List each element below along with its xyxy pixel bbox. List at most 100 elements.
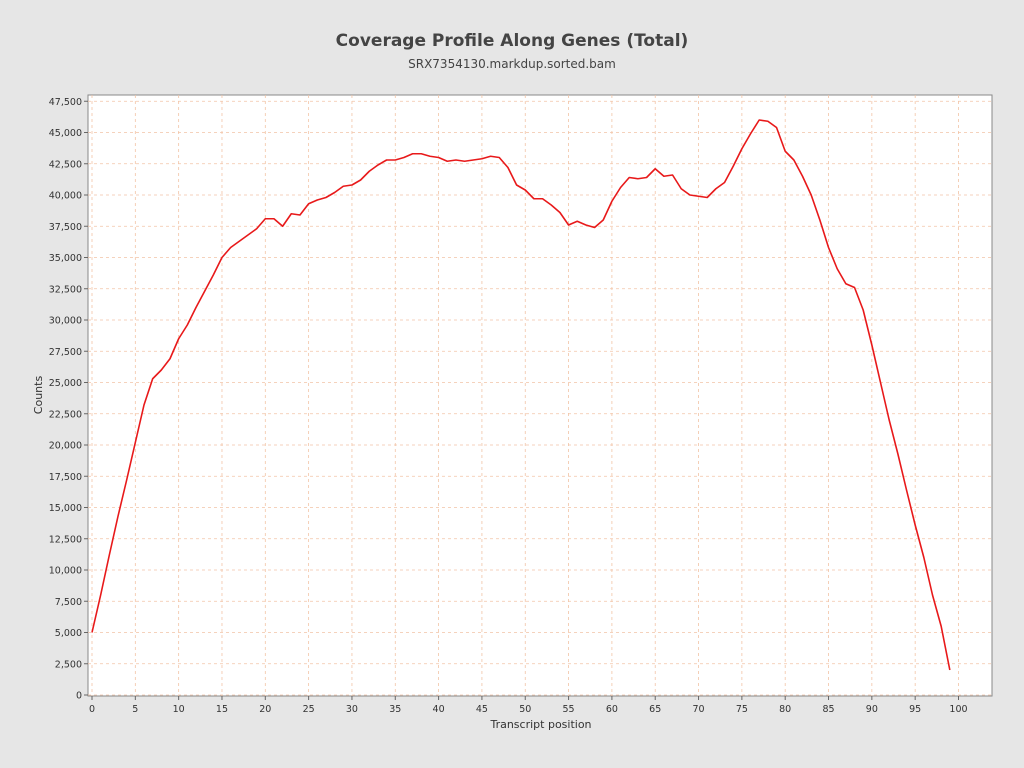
data-point <box>689 194 691 196</box>
data-point <box>897 453 899 455</box>
x-tick-label: 20 <box>259 704 271 715</box>
y-tick-label: 7,500 <box>55 597 82 608</box>
y-tick-label: 47,500 <box>49 97 82 108</box>
data-point <box>507 167 509 169</box>
data-point <box>819 219 821 221</box>
y-tick-label: 0 <box>76 691 82 702</box>
data-point <box>871 344 873 346</box>
data-point <box>256 228 258 230</box>
y-tick-label: 2,500 <box>55 659 82 670</box>
data-point <box>221 257 223 259</box>
data-point <box>429 155 431 157</box>
data-point <box>663 175 665 177</box>
data-point <box>420 153 422 155</box>
x-tick-label: 75 <box>736 704 748 715</box>
x-tick-label: 35 <box>389 704 401 715</box>
y-tick-label: 15,000 <box>49 503 82 514</box>
data-point <box>637 178 639 180</box>
x-tick-label: 85 <box>822 704 834 715</box>
x-tick-label: 10 <box>173 704 185 715</box>
axis-ticks: 0 5 10 15 20 25 30 35 40 45 50 55 60 65 70 75 80 85 90 95 10… <box>49 97 968 715</box>
data-point <box>784 150 786 152</box>
y-axis-label: Counts <box>32 376 45 415</box>
data-point <box>134 442 136 444</box>
x-tick-label: 95 <box>909 704 921 715</box>
grid-lines <box>88 95 992 696</box>
data-point <box>550 204 552 206</box>
x-axis-label: Transcript position <box>489 718 591 731</box>
data-point <box>611 200 613 202</box>
chart-title: Coverage Profile Along Genes (Total) <box>335 31 689 51</box>
data-point <box>126 479 128 481</box>
data-point <box>212 274 214 276</box>
y-tick-label: 27,500 <box>49 347 82 358</box>
y-tick-label: 22,500 <box>49 409 82 420</box>
y-tick-label: 40,000 <box>49 191 82 202</box>
data-point <box>325 197 327 199</box>
data-point <box>802 175 804 177</box>
data-point <box>230 247 232 249</box>
data-point <box>568 224 570 226</box>
data-point <box>160 369 162 371</box>
data-point <box>516 184 518 186</box>
data-point <box>368 170 370 172</box>
data-point <box>862 309 864 311</box>
data-point <box>264 218 266 220</box>
data-point <box>290 213 292 215</box>
y-tick-label: 17,500 <box>49 472 82 483</box>
data-point <box>533 198 535 200</box>
data-point <box>776 127 778 129</box>
plot-area <box>87 94 993 697</box>
x-tick-label: 45 <box>476 704 488 715</box>
data-point <box>810 194 812 196</box>
x-tick-label: 90 <box>866 704 878 715</box>
data-point <box>594 227 596 229</box>
data-point <box>620 187 622 189</box>
x-tick-label: 100 <box>949 704 967 715</box>
data-point <box>828 247 830 249</box>
data-point <box>940 625 942 627</box>
coverage-line <box>91 119 951 671</box>
x-tick-label: 25 <box>303 704 315 715</box>
y-tick-label: 35,000 <box>49 253 82 264</box>
x-tick-label: 30 <box>346 704 358 715</box>
data-point <box>403 157 405 159</box>
data-point <box>377 164 379 166</box>
data-point <box>247 234 249 236</box>
x-tick-label: 40 <box>433 704 445 715</box>
data-point <box>836 268 838 270</box>
data-point <box>464 160 466 162</box>
data-point <box>628 177 630 179</box>
data-point <box>472 159 474 161</box>
data-point <box>394 159 396 161</box>
y-tick-label: 12,500 <box>49 534 82 545</box>
data-point <box>342 185 344 187</box>
x-tick-label: 50 <box>519 704 531 715</box>
data-point <box>204 290 206 292</box>
y-tick-label: 30,000 <box>49 316 82 327</box>
data-point <box>845 283 847 285</box>
data-point <box>646 177 648 179</box>
data-point <box>542 198 544 200</box>
data-point <box>602 219 604 221</box>
y-tick-label: 45,000 <box>49 128 82 139</box>
data-point <box>238 240 240 242</box>
data-point <box>706 197 708 199</box>
data-point <box>143 404 145 406</box>
data-point <box>741 148 743 150</box>
data-point <box>438 157 440 159</box>
data-point <box>412 153 414 155</box>
x-tick-label: 15 <box>216 704 228 715</box>
y-tick-label: 5,000 <box>55 628 82 639</box>
data-point <box>949 669 951 671</box>
data-point <box>793 159 795 161</box>
data-point <box>854 287 856 289</box>
data-point <box>360 179 362 181</box>
data-point <box>880 382 882 384</box>
data-point <box>299 214 301 216</box>
data-point <box>481 158 483 160</box>
x-tick-label: 70 <box>693 704 705 715</box>
data-point <box>559 212 561 214</box>
data-point <box>117 515 119 517</box>
